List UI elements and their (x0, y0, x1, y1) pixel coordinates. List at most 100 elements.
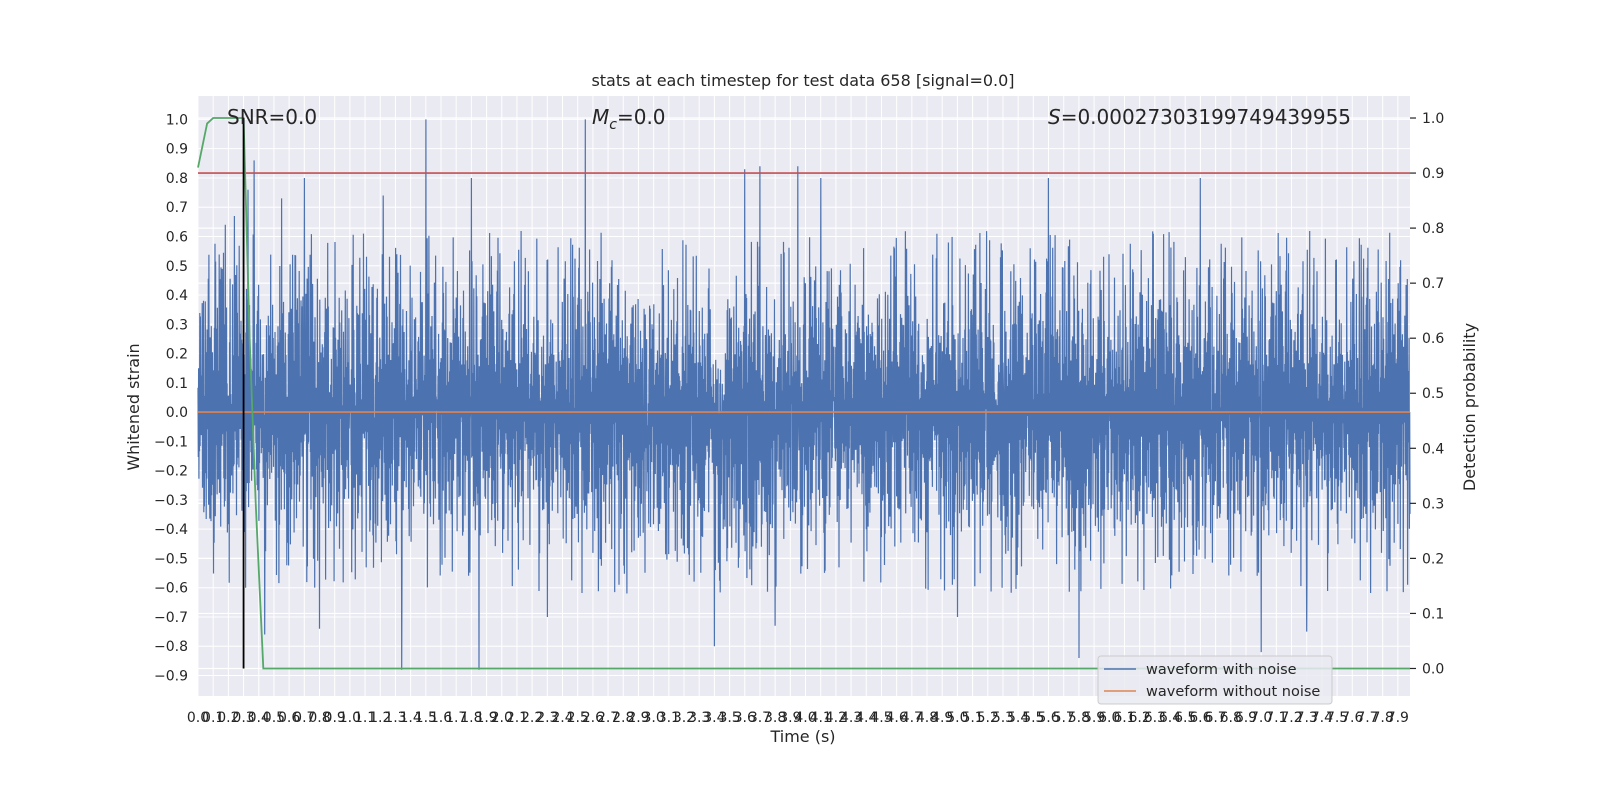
x-tick-label: 2.4 (551, 710, 573, 726)
x-tick-label: 6.1 (1113, 710, 1135, 726)
x-tick-label: 2.6 (582, 710, 604, 726)
x-tick-label: 0.2 (217, 710, 239, 726)
legend-box (1097, 655, 1333, 705)
x-tick-label: 6.0 (1098, 710, 1120, 726)
x-tick-label: 6.8 (1220, 710, 1242, 726)
x-tick-label: 5.9 (1083, 710, 1105, 726)
x-tick-label: 5.1 (961, 710, 983, 726)
x-tick-label: 5.3 (992, 710, 1014, 726)
y-tick-label: −0.3 (154, 493, 188, 509)
y-tick-label: 1.0 (166, 112, 188, 128)
x-tick-label: 7.6 (1341, 710, 1363, 726)
y-tick-label: −0.9 (154, 669, 188, 685)
x-tick-label: 0.7 (293, 710, 315, 726)
chirp-mass-symbol: M (592, 105, 609, 129)
y-tick-label: 0.2 (166, 347, 188, 363)
y-right-tick-label: 0.5 (1422, 386, 1444, 402)
x-tick-label: 0.0 (187, 710, 209, 726)
x-tick-label: 1.9 (475, 710, 497, 726)
x-tick-label: 3.1 (658, 710, 680, 726)
y-right-tick-label: 0.6 (1422, 331, 1444, 347)
x-tick-label: 4.5 (870, 710, 892, 726)
x-tick-label: 6.5 (1174, 710, 1196, 726)
chirp-mass-annotation: Mc=0.0 (592, 105, 666, 133)
y-tick-label: −0.1 (154, 434, 188, 450)
x-tick-label: 1.8 (460, 710, 482, 726)
x-tick-label: 1.6 (430, 710, 452, 726)
x-tick-label: 5.6 (1037, 710, 1059, 726)
x-tick-label: 1.0 (339, 710, 361, 726)
x-tick-label: 4.9 (931, 710, 953, 726)
x-tick-label: 4.0 (794, 710, 816, 726)
x-tick-label: 3.0 (643, 710, 665, 726)
x-tick-label: 2.8 (612, 710, 634, 726)
x-tick-label: 3.6 (734, 710, 756, 726)
x-axis-label: Time (s) (769, 727, 835, 746)
legend-label-waveform-without-noise: waveform without noise (1146, 684, 1320, 700)
x-tick-label: 3.7 (749, 710, 771, 726)
snr-annotation: SNR=0.0 (227, 105, 317, 129)
y-tick-label: 0.1 (166, 376, 188, 392)
x-tick-label: 2.7 (597, 710, 619, 726)
y-right-tick-label: 0.8 (1422, 221, 1444, 237)
y-tick-label: 0.0 (166, 405, 188, 421)
x-tick-label: 1.1 (354, 710, 376, 726)
y-tick-label: −0.8 (154, 639, 188, 655)
x-tick-label: 5.8 (1068, 710, 1090, 726)
y-tick-label: −0.4 (154, 522, 188, 538)
x-tick-label: 3.5 (718, 710, 740, 726)
x-tick-label: 2.2 (521, 710, 543, 726)
score-symbol: S (1048, 105, 1061, 129)
x-tick-label: 0.4 (248, 710, 270, 726)
x-tick-label: 6.2 (1129, 710, 1151, 726)
y-tick-label: 0.6 (166, 229, 188, 245)
x-tick-label: 7.2 (1280, 710, 1302, 726)
y-tick-label: 0.7 (166, 200, 188, 216)
chart-title: stats at each timestep for test data 658… (591, 71, 1014, 90)
x-tick-label: 7.8 (1372, 710, 1394, 726)
y-tick-label: 0.8 (166, 171, 188, 187)
x-tick-label: 3.4 (703, 710, 725, 726)
x-tick-label: 1.7 (445, 710, 467, 726)
x-tick-label: 6.6 (1189, 710, 1211, 726)
x-tick-label: 2.0 (491, 710, 513, 726)
x-tick-label: 1.2 (369, 710, 391, 726)
x-tick-label: 3.2 (673, 710, 695, 726)
y-tick-label: 0.5 (166, 259, 188, 275)
x-tick-label: 7.9 (1387, 710, 1409, 726)
x-tick-label: 0.6 (278, 710, 300, 726)
series-waveform-with-noise (197, 119, 1411, 670)
x-tick-label: 2.9 (627, 710, 649, 726)
y-right-tick-label: 0.4 (1422, 441, 1444, 457)
x-tick-label: 1.3 (384, 710, 406, 726)
x-tick-label: 7.0 (1250, 710, 1272, 726)
series-detection-probability (197, 117, 1410, 670)
x-tick-label: 7.7 (1356, 710, 1378, 726)
chirp-mass-subscript: c (609, 117, 617, 133)
x-tick-label: 5.4 (1007, 710, 1029, 726)
series-layer (197, 117, 1411, 670)
y-tick-label: −0.7 (154, 610, 188, 626)
x-tick-label: 0.5 (263, 710, 285, 726)
legend-label-waveform-with-noise: waveform with noise (1146, 662, 1297, 678)
x-tick-label: 4.7 (901, 710, 923, 726)
x-tick-label: 0.3 (232, 710, 254, 726)
y-tick-label: −0.5 (154, 551, 188, 567)
x-tick-label: 3.8 (764, 710, 786, 726)
x-tick-label: 2.5 (567, 710, 589, 726)
x-tick-label: 4.3 (840, 710, 862, 726)
x-axis: 0.00.10.20.30.40.50.60.70.80.91.01.11.21… (187, 710, 1409, 726)
y-right-tick-label: 0.9 (1422, 166, 1444, 182)
x-tick-label: 5.5 (1022, 710, 1044, 726)
chirp-mass-value: =0.0 (617, 105, 666, 129)
y-right-tick-label: 0.0 (1422, 661, 1444, 677)
x-tick-label: 0.8 (308, 710, 330, 726)
y-tick-label: −0.6 (154, 581, 188, 597)
y-axis-label-left: Whitened strain (124, 343, 143, 470)
left-axis: −0.9 −0.8 −0.7 −0.6 −0.5 −0.4 −0.3 −0.2 −0.1 0.0 0… (154, 112, 188, 684)
x-tick-label: 7.3 (1296, 710, 1318, 726)
x-tick-label: 2.1 (506, 710, 528, 726)
y-tick-label: 0.3 (166, 317, 188, 333)
score-annotation: S=0.00027303199749439955 (1048, 105, 1351, 129)
